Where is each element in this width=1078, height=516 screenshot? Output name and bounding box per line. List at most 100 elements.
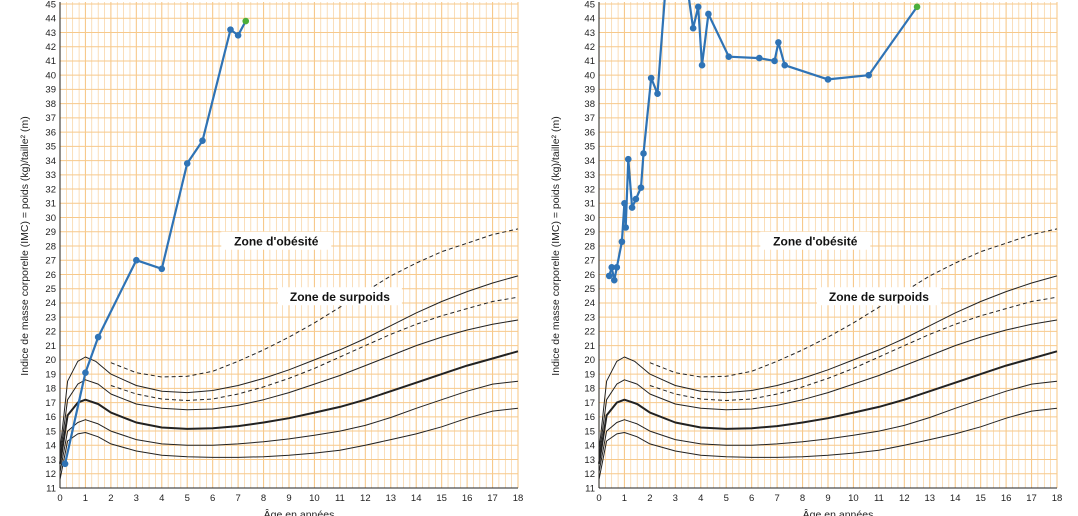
y-tick-label: 37 [584,113,595,124]
y-tick-label: 30 [45,213,56,224]
patient-data-point [725,53,733,60]
x-tick-label: 3 [134,493,139,504]
y-tick-label: 30 [584,213,595,224]
reference-curve-dashed [110,296,519,401]
reference-curve [59,319,519,457]
patient-data-point [133,256,140,264]
y-tick-label: 28 [584,241,595,252]
zone-obesity-label: Zone d'obésité [234,235,319,249]
y-tick-label: 42 [45,42,56,53]
patient-data-point [705,10,712,18]
y-tick-label: 27 [584,256,595,267]
patient-data-point [628,204,636,211]
x-tick-label: 11 [874,493,884,504]
y-tick-label: 31 [584,199,595,210]
x-tick-label: 5 [724,493,729,504]
y-tick-label: 20 [45,355,56,366]
y-tick-label: 27 [45,256,56,267]
x-tick-label: 13 [385,493,396,504]
patient-data-point [183,160,191,167]
x-tick-label: 2 [108,493,113,504]
y-tick-label: 29 [584,227,595,238]
y-tick-label: 36 [584,127,595,138]
y-axis-title: Indice de masse corporelle (IMC) = poids… [19,116,31,375]
y-tick-label: 37 [45,113,56,124]
y-tick-label: 17 [584,398,595,409]
patient-data-point [82,369,89,376]
zone-overweight-bg [816,287,941,306]
patient-data-point [613,264,621,271]
y-tick-label: 16 [584,412,595,423]
y-tick-label: 25 [45,284,56,295]
y-tick-label: 15 [584,426,595,437]
patient-bmi-line [64,20,247,465]
x-tick-label: 6 [210,493,215,504]
y-tick-label: 38 [584,99,595,110]
y-tick-label: 24 [584,298,595,309]
patient-data-point [654,90,661,97]
patient-data-point [689,24,697,32]
x-tick-label: 12 [899,493,910,504]
patient-data-point [775,39,782,46]
zone-obesity-bg [760,231,871,250]
x-tick-label: 7 [774,493,779,504]
y-tick-label: 26 [45,270,56,281]
x-tick-label: 8 [800,493,805,504]
zone-obesity-label: Zone d'obésité [773,235,858,249]
patient-data-point [698,61,706,69]
x-tick-label: 4 [698,493,703,504]
x-tick-label: 3 [673,493,678,504]
patient-data-point [234,32,242,39]
y-tick-label: 18 [584,384,595,395]
patient-data-point [227,26,234,33]
x-tick-label: 10 [309,493,320,504]
x-tick-label: 17 [1026,493,1037,504]
patient-data-point [637,184,645,191]
y-tick-label: 28 [45,241,56,252]
patient-data-point [94,333,102,341]
x-tick-label: 9 [825,493,830,504]
x-tick-label: 5 [185,493,190,504]
y-tick-label: 15 [45,426,56,437]
reference-curve-dashed [649,296,1058,401]
bmi-chart-left: 11 12 13 14 15 16 17 18 19 20 21 22 23 24 25 26 27 28 29 30… [19,0,524,516]
y-tick-label: 20 [584,355,595,366]
y-tick-label: 44 [584,14,595,25]
x-tick-label: 18 [1052,493,1063,504]
x-tick-label: 16 [1001,493,1012,504]
y-tick-label: 41 [45,56,56,67]
y-tick-label: 21 [584,341,595,352]
y-tick-label: 24 [45,298,56,309]
patient-data-point [608,264,616,271]
y-tick-label: 33 [584,170,595,181]
patient-last-point [913,3,921,11]
patient-bmi-line [608,0,918,282]
x-tick-label: 1 [83,493,88,504]
patient-data-point [158,265,166,273]
zone-overweight-bg [277,287,402,306]
reference-curve [598,380,1058,473]
y-tick-label: 22 [45,327,56,338]
y-tick-label: 31 [45,199,56,210]
y-tick-label: 16 [45,412,56,423]
y-tick-label: 21 [45,341,56,352]
patient-data-point [640,150,647,157]
y-tick-label: 32 [45,184,56,195]
y-tick-label: 18 [45,384,56,395]
y-tick-label: 11 [585,483,595,494]
y-tick-label: 13 [584,455,595,466]
patient-data-point [618,238,626,246]
x-axis-title: Âge en années [264,508,335,516]
y-tick-label: 29 [45,227,56,238]
patient-data-point [621,199,628,207]
x-tick-label: 14 [950,493,961,504]
y-tick-label: 40 [45,70,56,81]
reference-curve [598,319,1058,457]
x-tick-label: 18 [513,493,524,504]
x-tick-label: 2 [647,493,652,504]
reference-curve [59,380,519,473]
x-tick-label: 12 [360,493,371,504]
zone-overweight-label: Zone de surpoids [290,290,390,304]
reference-curve-dashed [649,228,1058,378]
x-tick-label: 13 [924,493,935,504]
